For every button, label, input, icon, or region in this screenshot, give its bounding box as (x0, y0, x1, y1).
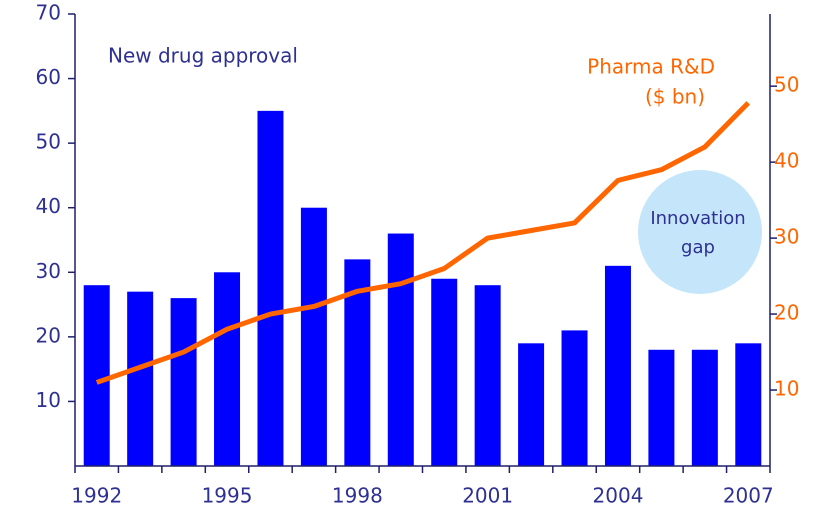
bar (691, 349, 718, 466)
bar (604, 265, 631, 466)
line (95, 101, 751, 385)
y2-tick-label: 40 (774, 149, 799, 173)
y-tick-label: 30 (36, 259, 61, 283)
y2-tick-label: 10 (774, 377, 799, 401)
bar (518, 343, 545, 466)
x-tick-label: 1995 (202, 484, 253, 508)
bar (214, 272, 241, 466)
y-tick-label: 70 (36, 1, 61, 25)
line-legend: Pharma R&D (587, 55, 715, 79)
y2-tick-label: 30 (774, 225, 799, 249)
y-tick-label: 20 (36, 323, 61, 347)
bar (257, 110, 284, 466)
bar (300, 207, 327, 466)
bar (170, 298, 197, 466)
bar (387, 233, 414, 466)
y-tick-label: 60 (36, 65, 61, 89)
y2-tick-label: 20 (774, 301, 799, 325)
x-tick-label: 1998 (332, 484, 383, 508)
x-tick-label: 2001 (462, 484, 513, 508)
bar (735, 343, 762, 466)
annotation: gap (681, 237, 715, 258)
x-tick-label: 1992 (71, 484, 122, 508)
bar (127, 291, 154, 466)
x-tick-label: 2007 (723, 484, 774, 508)
annotation: Innovation (650, 208, 745, 229)
x-tick-label: 2004 (593, 484, 644, 508)
bar (474, 285, 501, 466)
line-unit: ($ bn) (645, 85, 705, 109)
y-tick-label: 50 (36, 130, 61, 154)
y-tick-label: 10 (36, 388, 61, 412)
bar (83, 285, 110, 466)
bar-legend: New drug approval (108, 44, 298, 68)
innovation-gap-circle (638, 170, 762, 294)
y2-tick-label: 50 (774, 73, 799, 97)
bar (561, 330, 588, 466)
bar (648, 349, 675, 466)
bar (431, 278, 458, 466)
y-tick-label: 40 (36, 194, 61, 218)
